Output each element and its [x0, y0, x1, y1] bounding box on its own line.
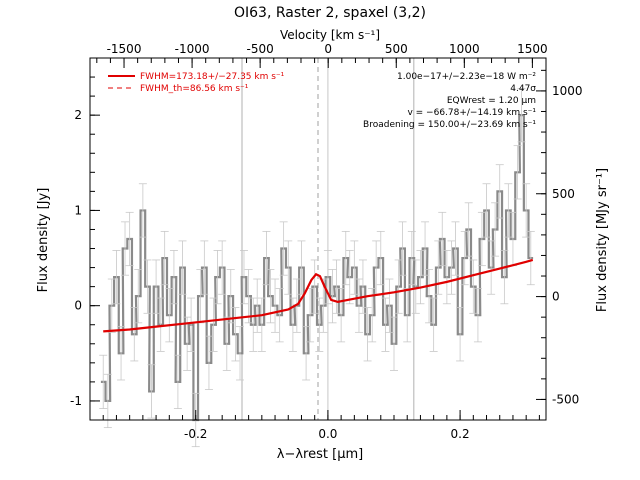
- x2-tick-label: 0: [324, 42, 332, 56]
- fit-model-line: [103, 258, 534, 333]
- plot-frame: [89, 57, 547, 421]
- right-axis-label: Flux density [MJy sr⁻¹]: [595, 168, 610, 312]
- y-tick-label: -1: [70, 394, 82, 408]
- plot-area: -0.2 0.0 0.2-1500 -1000 -500 0 500 1000 1500-101…: [70, 42, 583, 448]
- x2-tick-label: -1000: [175, 42, 210, 56]
- annotation-velocity: v = −66.78+/−14.19 km s⁻¹: [407, 108, 536, 118]
- legend: FWHM=173.18+/−27.35 km s⁻¹ FWHM_th=86.56…: [108, 72, 285, 94]
- x2-tick-label: 1000: [449, 42, 480, 56]
- annotation-broadening: Broadening = 150.00+/−23.69 km s⁻¹: [363, 120, 536, 130]
- left-axis-label: Flux density [Jy]: [36, 188, 51, 293]
- legend-label-fwhm-th: FWHM_th=86.56 km s⁻¹: [140, 84, 249, 94]
- x2-tick-label: 500: [385, 42, 408, 56]
- y-tick-label: 0: [74, 299, 82, 313]
- y-tick-label: 2: [74, 108, 82, 122]
- top-axis-label: Velocity [km s⁻¹]: [280, 28, 380, 42]
- x2-tick-label: -1500: [107, 42, 142, 56]
- x-tick-label: -0.2: [184, 427, 207, 441]
- y2-tick-label: 0: [552, 290, 560, 304]
- chart-title: OI63, Raster 2, spaxel (3,2): [234, 5, 426, 21]
- annotation-block: 1.00e−17+/−2.23e−18 W m⁻² 4.47σ EQWrest …: [363, 72, 536, 130]
- x2-tick-label: 1500: [517, 42, 548, 56]
- x2-tick-label: -500: [247, 42, 274, 56]
- x-tick-label: 0.0: [318, 427, 337, 441]
- y-tick-label: 1: [74, 203, 82, 217]
- x-tick-label: 0.2: [451, 427, 470, 441]
- y2-tick-label: -500: [552, 392, 579, 406]
- annotation-flux: 1.00e−17+/−2.23e−18 W m⁻²: [397, 72, 536, 82]
- y2-tick-label: 1000: [552, 84, 583, 98]
- legend-label-fwhm: FWHM=173.18+/−27.35 km s⁻¹: [140, 72, 285, 82]
- annotation-sigma: 4.47σ: [510, 84, 536, 94]
- bottom-axis-label: λ−λrest [μm]: [277, 447, 363, 462]
- y2-tick-label: 500: [552, 187, 575, 201]
- observed-spectrum: [100, 114, 534, 422]
- annotation-eqw: EQWrest = 1.20 μm: [447, 96, 536, 106]
